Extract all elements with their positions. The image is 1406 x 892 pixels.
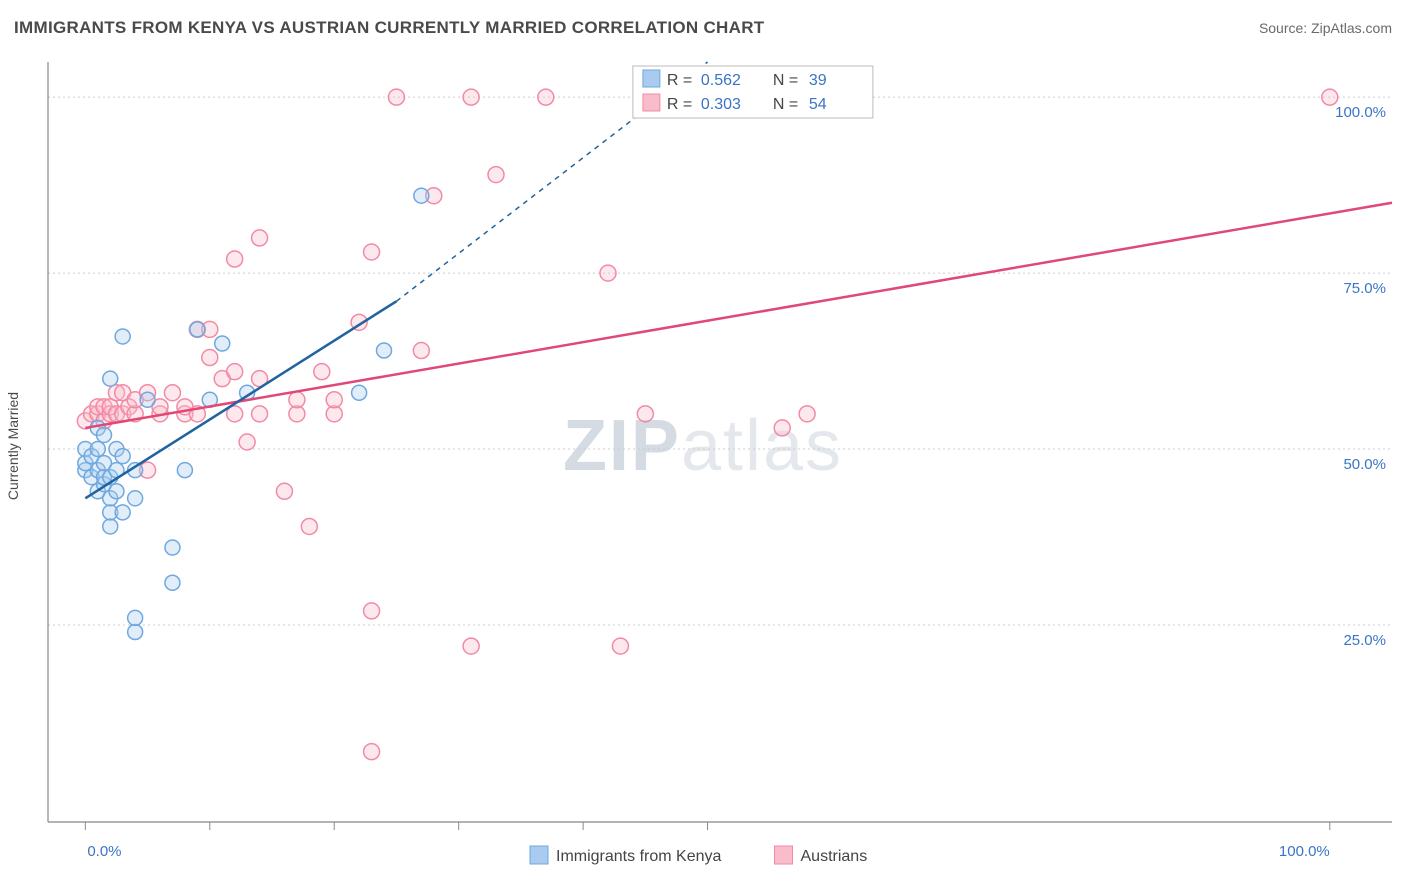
data-point (289, 392, 305, 408)
data-point (364, 603, 380, 619)
stats-r-value: 0.303 (701, 96, 741, 113)
data-point (600, 265, 616, 281)
data-point (128, 625, 143, 640)
y-tick-label: 25.0% (1343, 632, 1386, 649)
data-point (115, 449, 130, 464)
data-point (377, 343, 392, 358)
y-tick-label: 50.0% (1343, 456, 1386, 473)
data-point (165, 575, 180, 590)
data-point (227, 364, 243, 380)
data-point (190, 322, 205, 337)
stats-n-value: 39 (809, 72, 827, 89)
stats-n-label: N = (773, 96, 798, 113)
data-point (103, 519, 118, 534)
legend-label: Austrians (801, 848, 868, 865)
data-point (463, 638, 479, 654)
legend-swatch (530, 846, 548, 864)
stats-r-label: R = (667, 72, 692, 89)
scatter-chart: 25.0% 50.0% 75.0% 100.0% 0.0% 100.0% R = 0.562 N… (0, 0, 1406, 892)
data-point (314, 364, 330, 380)
data-point (612, 638, 628, 654)
data-point (413, 343, 429, 359)
data-point (97, 427, 112, 442)
data-point (115, 329, 130, 344)
data-point (140, 392, 155, 407)
data-point (463, 89, 479, 105)
data-point (364, 744, 380, 760)
stats-n-value: 54 (809, 96, 827, 113)
data-point (202, 350, 218, 366)
data-point (128, 491, 143, 506)
data-point (774, 420, 790, 436)
data-point (364, 244, 380, 260)
data-point (109, 484, 124, 499)
data-point (165, 540, 180, 555)
data-point (227, 251, 243, 267)
data-point (115, 505, 130, 520)
stats-swatch (643, 70, 660, 87)
data-point (177, 463, 192, 478)
legend-swatch (775, 846, 793, 864)
stats-r-value: 0.562 (701, 72, 741, 89)
data-point (352, 385, 367, 400)
data-point (488, 167, 504, 183)
trend-line-b (85, 203, 1392, 428)
data-point (637, 406, 653, 422)
data-point (301, 518, 317, 534)
y-tick-label: 75.0% (1343, 280, 1386, 297)
data-point (252, 406, 268, 422)
data-point (1322, 89, 1338, 105)
data-point (128, 610, 143, 625)
data-point (90, 442, 105, 457)
data-point (388, 89, 404, 105)
x-tick-label: 100.0% (1279, 843, 1330, 860)
data-point (164, 385, 180, 401)
data-point (239, 434, 255, 450)
data-point (538, 89, 554, 105)
data-point (326, 392, 342, 408)
data-point (215, 336, 230, 351)
stats-swatch (643, 94, 660, 111)
x-tick-label: 0.0% (87, 843, 121, 860)
data-point (276, 483, 292, 499)
stats-r-label: R = (667, 96, 692, 113)
data-point (799, 406, 815, 422)
y-tick-label: 100.0% (1335, 104, 1386, 121)
data-point (252, 230, 268, 246)
stats-n-label: N = (773, 72, 798, 89)
data-point (414, 188, 429, 203)
data-point (103, 371, 118, 386)
legend-label: Immigrants from Kenya (556, 848, 721, 865)
